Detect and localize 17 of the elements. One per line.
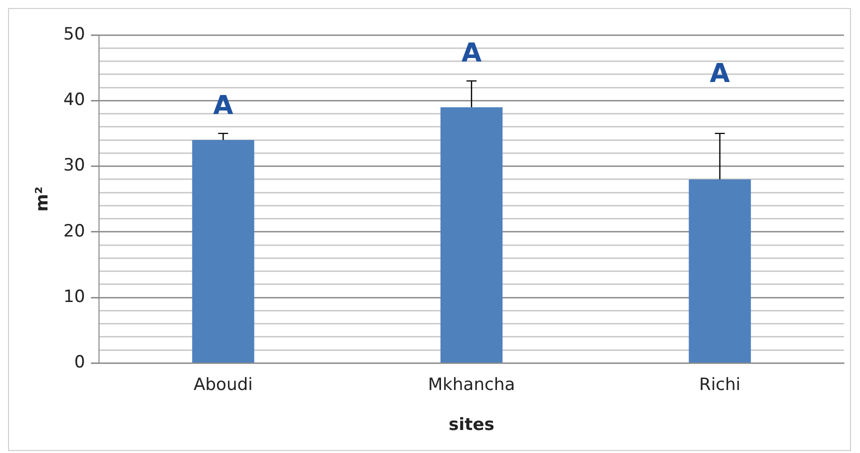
y-tick-label: 40 <box>63 90 86 110</box>
y-tick-label: 30 <box>63 156 86 176</box>
y-tick-label: 10 <box>63 286 86 307</box>
x-tick-label: Richi <box>699 374 741 395</box>
annotation: A <box>213 91 234 122</box>
annotation: A <box>710 59 730 90</box>
y-tick-label: 50 <box>63 24 86 44</box>
y-tick-label: 0 <box>74 352 86 373</box>
y-axis-title: m² <box>32 186 53 212</box>
x-tick-label: Aboudi <box>194 374 253 395</box>
x-tick-label: Mkhancha <box>428 374 516 395</box>
annotation: A <box>461 38 482 69</box>
bar <box>688 179 751 362</box>
bar <box>192 140 254 362</box>
y-tick-label: 20 <box>63 221 86 242</box>
bar <box>440 107 503 362</box>
x-axis-title: sites <box>448 415 494 436</box>
